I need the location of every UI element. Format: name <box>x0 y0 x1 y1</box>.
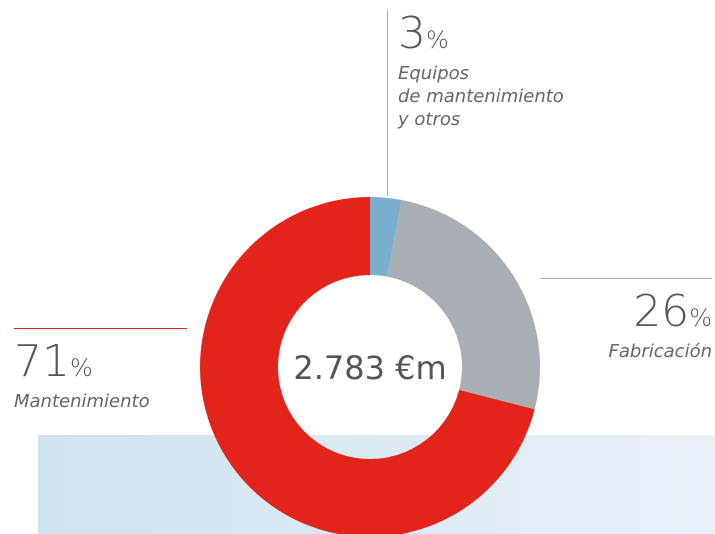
unit: % <box>689 304 712 332</box>
category-label: Mantenimiento <box>14 391 150 412</box>
unit: % <box>70 354 93 382</box>
value: 3 <box>398 8 426 59</box>
slice-label: 3% Equipos de mantenimiento y otros <box>398 12 564 131</box>
slice <box>200 197 535 534</box>
value: 71 <box>14 336 70 387</box>
slice-label: 26% Fabricación <box>609 290 712 363</box>
leader-line <box>387 10 388 196</box>
leader-line <box>540 278 712 279</box>
value-label: 71% <box>14 340 150 390</box>
value: 26 <box>633 286 690 337</box>
category-label: Fabricación <box>608 341 712 362</box>
center-label: 2.783 €m <box>293 349 446 387</box>
leader-line <box>14 328 187 329</box>
slice <box>387 200 540 410</box>
category-label: Equipos de mantenimiento y otros <box>398 63 564 130</box>
value-label: 3% <box>398 12 564 62</box>
unit: % <box>426 26 449 54</box>
value-label: 26% <box>609 290 712 340</box>
slice-label: 71% Mantenimiento <box>14 340 150 413</box>
slice <box>370 197 402 277</box>
